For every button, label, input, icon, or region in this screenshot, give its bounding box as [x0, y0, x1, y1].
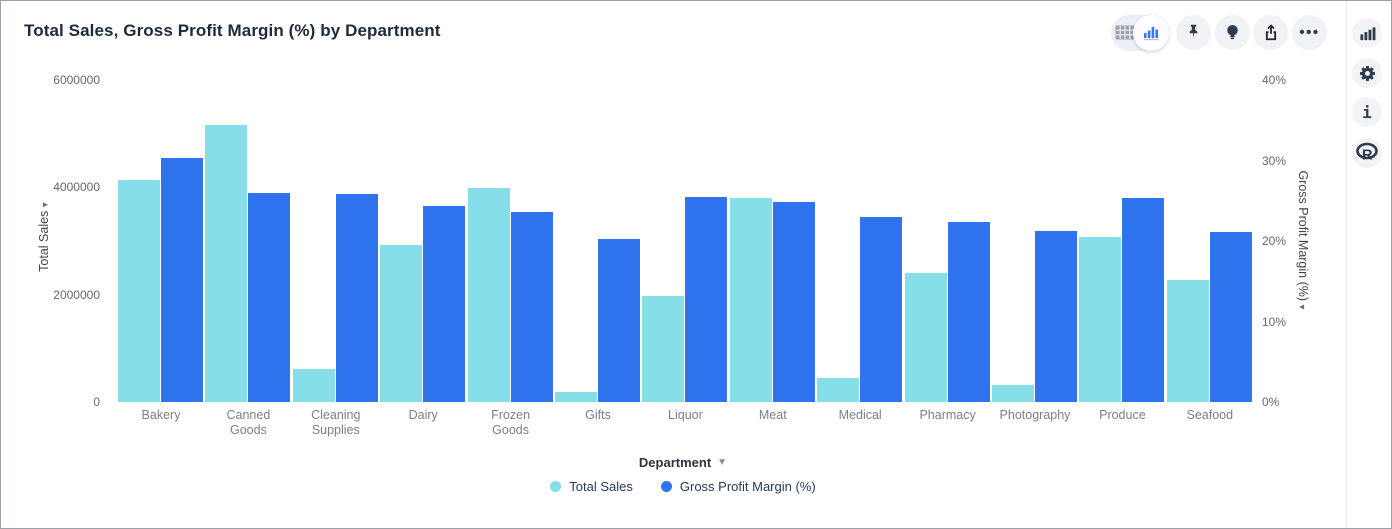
table-grid-glyph: [1115, 25, 1135, 40]
bar-gross-profit-margin-photography[interactable]: [1035, 230, 1077, 402]
bar-gross-profit-margin-meat[interactable]: [772, 201, 815, 402]
bar-total-sales-photography[interactable]: [992, 385, 1034, 402]
bar-total-sales-produce[interactable]: [1079, 237, 1122, 402]
left-axis-tick: 2000000: [53, 287, 100, 302]
x-axis-category-label: Bakery: [141, 408, 181, 422]
right-axis-tick: 0%: [1262, 395, 1280, 409]
bar-total-sales-gifts[interactable]: [555, 391, 597, 402]
bar-gross-profit-margin-bakery[interactable]: [161, 158, 203, 402]
x-axis-category-label: Frozen Goods: [491, 408, 531, 437]
bar-total-sales-seafood[interactable]: [1166, 280, 1209, 402]
bar-gross-profit-margin-produce[interactable]: [1122, 197, 1165, 402]
x-axis-field-label: Department: [638, 455, 712, 470]
export-button[interactable]: [1253, 15, 1288, 50]
svg-text:R: R: [1362, 148, 1373, 164]
insights-bulb-icon: [1227, 25, 1238, 40]
settings-gear-icon: [1359, 65, 1375, 81]
bar-gross-profit-margin-medical[interactable]: [860, 216, 903, 402]
chart-legend: Total Sales Gross Profit Margin (%): [110, 479, 1256, 494]
table-view-icon[interactable]: [1115, 25, 1135, 45]
left-axis-title[interactable]: Total Sales ▾: [37, 202, 51, 272]
left-axis-tick: 6000000: [53, 73, 100, 87]
bar-gross-profit-margin-pharmacy[interactable]: [947, 221, 990, 402]
sort-arrow-icon: ▾: [1296, 304, 1307, 310]
right-axis-title[interactable]: Gross Profit Margin (%) ▾: [1296, 170, 1310, 309]
x-axis-category-label: Photography: [999, 408, 1071, 422]
bar-total-sales-liquor[interactable]: [642, 295, 685, 402]
bar-total-sales-cleaning-supplies[interactable]: [292, 369, 335, 402]
bar-gross-profit-margin-gifts[interactable]: [598, 238, 640, 402]
bar-total-sales-pharmacy[interactable]: [904, 272, 947, 402]
chart-type-button[interactable]: [1352, 18, 1382, 48]
right-axis-tick: 20%: [1262, 234, 1287, 248]
x-axis-category-label: Pharmacy: [919, 408, 976, 422]
legend-dot-icon: [660, 481, 672, 492]
right-axis-title-text: Gross Profit Margin (%): [1296, 170, 1310, 302]
sort-arrow-icon: ▾: [40, 202, 51, 208]
bar-total-sales-medical[interactable]: [817, 378, 860, 402]
left-axis-title-text: Total Sales: [37, 210, 51, 272]
legend-label: Total Sales: [569, 479, 633, 494]
x-axis-field[interactable]: Department ▼: [110, 455, 1256, 470]
settings-button[interactable]: [1352, 58, 1382, 88]
bar-gross-profit-margin-cleaning-supplies[interactable]: [335, 193, 378, 402]
dropdown-arrow-icon: ▼: [717, 457, 728, 468]
x-axis-category-label: Canned Goods: [226, 408, 271, 437]
legend-dot-icon: [550, 481, 562, 492]
side-panel-divider: [1346, 0, 1347, 529]
chart-title: Total Sales, Gross Profit Margin (%) by …: [24, 21, 441, 40]
bar-gross-profit-margin-dairy[interactable]: [423, 206, 466, 402]
legend-item-gross-profit-margin[interactable]: Gross Profit Margin (%): [660, 479, 816, 494]
left-axis-tick: 0: [93, 395, 100, 409]
bar-gross-profit-margin-canned-goods[interactable]: [248, 192, 291, 402]
left-axis-tick: 4000000: [53, 180, 100, 195]
r-language-icon: R: [1356, 142, 1378, 164]
bar-gross-profit-margin-seafood[interactable]: [1209, 232, 1252, 402]
right-axis-tick: 10%: [1262, 314, 1287, 329]
export-share-icon: [1265, 23, 1276, 40]
info-button[interactable]: i: [1352, 97, 1382, 127]
x-axis-category-label: Dairy: [408, 408, 438, 422]
x-axis-category-label: Medical: [838, 408, 882, 422]
bar-total-sales-meat[interactable]: [729, 197, 772, 402]
r-language-button[interactable]: R: [1352, 138, 1382, 168]
x-axis-category-label: Cleaning Supplies: [311, 408, 361, 437]
x-axis-category-label: Meat: [758, 408, 787, 422]
x-axis-category-label: Produce: [1099, 408, 1146, 422]
bar-gross-profit-margin-liquor[interactable]: [685, 196, 728, 402]
view-toggle[interactable]: [1111, 15, 1169, 51]
pin-icon: [1189, 24, 1198, 39]
bar-total-sales-frozen-goods[interactable]: [467, 187, 510, 402]
bar-chart-glyph: [1143, 27, 1159, 41]
more-options-button[interactable]: •••: [1292, 15, 1327, 50]
bar-total-sales-bakery[interactable]: [118, 179, 160, 402]
chart-view-icon[interactable]: [1133, 15, 1169, 51]
right-axis-tick: 40%: [1262, 73, 1287, 87]
bar-total-sales-canned-goods[interactable]: [205, 125, 248, 402]
more-options-icon: •••: [1299, 23, 1320, 41]
bar-total-sales-dairy[interactable]: [380, 245, 423, 402]
right-axis-tick: 30%: [1262, 153, 1287, 168]
pin-button[interactable]: [1176, 15, 1211, 50]
info-icon: i: [1362, 102, 1372, 122]
bar-gross-profit-margin-frozen-goods[interactable]: [510, 212, 553, 402]
insights-button[interactable]: [1215, 15, 1250, 50]
x-axis-category-label: Liquor: [668, 408, 703, 422]
x-axis-category-label: Seafood: [1186, 408, 1234, 422]
chart-type-icon: [1359, 26, 1375, 40]
legend-label: Gross Profit Margin (%): [679, 479, 816, 494]
legend-item-total-sales[interactable]: Total Sales: [550, 479, 633, 494]
x-axis-category-label: Gifts: [585, 408, 611, 422]
